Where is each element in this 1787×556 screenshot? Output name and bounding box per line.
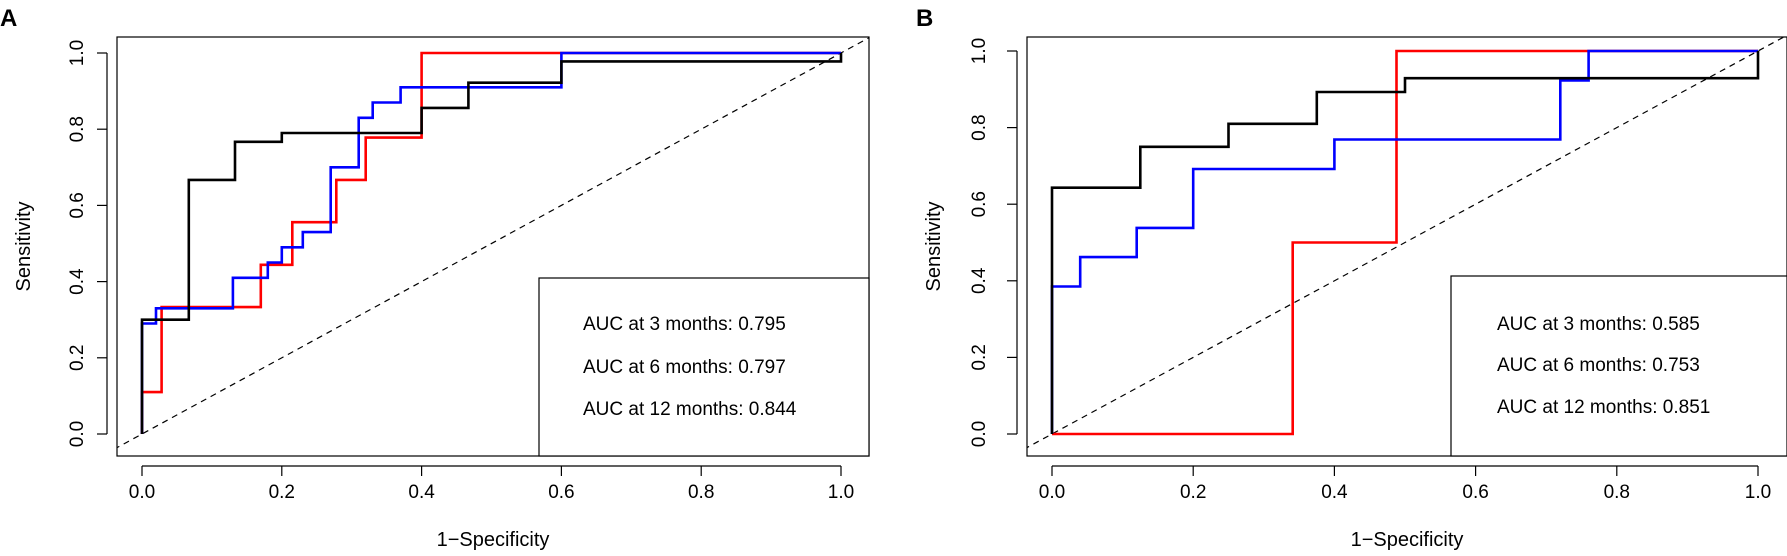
- y-axis-title: Sensitivity: [923, 201, 945, 291]
- roc-curve-3-months: [140, 51, 841, 434]
- x-tick-label: 1.0: [828, 482, 854, 503]
- y-tick-label: 0.6: [969, 191, 990, 217]
- y-axis-title: Sensitivity: [13, 201, 35, 291]
- legend-entry: AUC at 6 months: 0.753: [1497, 355, 1700, 376]
- plot-frame: [116, 36, 870, 457]
- legend-entry: AUC at 6 months: 0.797: [583, 357, 786, 378]
- legend-entry: AUC at 3 months: 0.795: [583, 314, 786, 335]
- y-tick-label: 0.2: [969, 344, 990, 370]
- chart-panel-a: A 0.0 0.2 0.4 0.6 0.8 1.0 0.0 0.2 0.4 0.6 0.8 1.0 1−S…: [0, 5, 870, 551]
- y-tick-label: 0.0: [969, 421, 990, 447]
- x-axis-title: 1−Specificity: [1351, 529, 1464, 551]
- roc-curve-6-months: [1050, 49, 1758, 434]
- reference-diagonal-line: [1027, 37, 1786, 449]
- x-tick-label: 1.0: [1745, 482, 1771, 503]
- x-tick-label: 0.6: [1462, 482, 1488, 503]
- x-tick-label: 0.4: [408, 482, 435, 503]
- x-tick-label: 0.8: [688, 482, 714, 503]
- panel-label: B: [916, 5, 933, 32]
- y-tick-label: 0.8: [67, 116, 88, 142]
- legend-entry: AUC at 12 months: 0.844: [583, 399, 797, 420]
- legend-entry: AUC at 12 months: 0.851: [1497, 397, 1710, 418]
- panel-label: A: [0, 5, 17, 32]
- y-tick-label: 0.8: [969, 114, 990, 140]
- plot-frame: [1026, 36, 1787, 457]
- y-tick-label: 1.0: [969, 38, 990, 64]
- x-tick-label: 0.2: [269, 482, 295, 503]
- y-tick-label: 0.4: [969, 267, 990, 294]
- x-tick-label: 0.4: [1321, 482, 1348, 503]
- y-tick-label: 0.2: [67, 345, 88, 371]
- roc-curve-6-months: [140, 51, 841, 434]
- x-tick-label: 0.6: [548, 482, 574, 503]
- roc-curve-12-months: [1050, 51, 1760, 434]
- roc-curve-12-months: [140, 53, 843, 434]
- y-tick-label: 0.6: [67, 192, 88, 218]
- y-tick-label: 0.4: [67, 268, 88, 295]
- chart-panel-b: B 0.0 0.2 0.4 0.6 0.8 1.0 0.0 0.2 0.4 0.6 0.8 1.0 1−S…: [916, 5, 1787, 551]
- x-tick-label: 0.0: [129, 482, 155, 503]
- legend-entry: AUC at 3 months: 0.585: [1497, 314, 1700, 335]
- y-tick-label: 1.0: [67, 40, 88, 66]
- legend-box: [1450, 275, 1787, 457]
- reference-diagonal-line: [117, 37, 869, 449]
- y-tick-label: 0.0: [67, 421, 88, 447]
- x-tick-label: 0.0: [1039, 482, 1065, 503]
- x-axis-title: 1−Specificity: [437, 529, 550, 551]
- roc-curve-3-months: [1052, 49, 1758, 436]
- x-tick-label: 0.8: [1604, 482, 1630, 503]
- legend-box: [538, 277, 870, 457]
- x-tick-label: 0.2: [1180, 482, 1206, 503]
